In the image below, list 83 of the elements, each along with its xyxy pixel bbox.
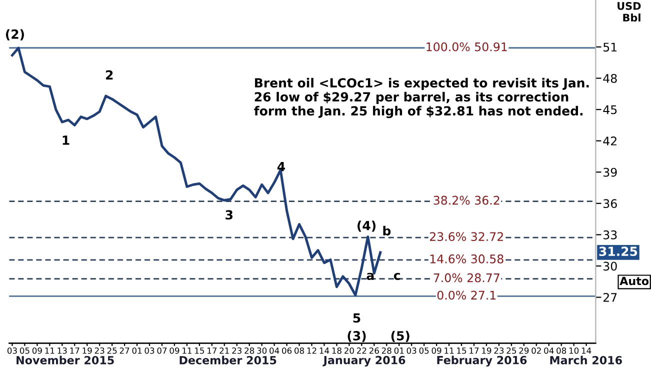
x-tick-label: 12 (307, 347, 316, 354)
annotation: (3) (348, 330, 366, 342)
text: 31.25 (599, 246, 638, 256)
annotation: 1 (62, 136, 70, 145)
x-tick-label: 09 (432, 347, 442, 354)
x-tick-label: 11 (45, 348, 54, 354)
ref-line-label: 7.0% 28.77 (434, 273, 500, 282)
x-tick-label: 26 (369, 347, 379, 354)
x-tick-label: 03 (406, 347, 416, 354)
y2-tick-label: 27 (603, 293, 617, 302)
y2-axis-title: USD Bbl (618, 2, 641, 22)
x-tick-label: 20 (344, 347, 354, 354)
x-tick-label: 14 (582, 348, 592, 354)
x-tick-label: 29 (519, 347, 529, 354)
x-tick-label: 11 (182, 348, 192, 354)
x-tick-label: 04 (544, 347, 554, 354)
x-tick-label: 25 (107, 347, 117, 354)
x-tick-label: 06 (282, 347, 292, 354)
x-tick-label: 01 (132, 347, 142, 354)
x-tick-label: 02 (532, 347, 541, 354)
y2-tick-label: 36 (604, 199, 617, 208)
x-tick-label: 18 (332, 347, 342, 354)
text: November 2015 (16, 356, 114, 364)
annotation: 2 (106, 70, 113, 80)
annotation: a (366, 272, 374, 280)
annotation: 3 (226, 210, 233, 220)
x-tick-label: 27 (120, 347, 130, 354)
annotation: c (394, 272, 400, 280)
ref-line-label: 0.0% 27.1 (437, 290, 496, 300)
x-tick-label: 28 (244, 347, 254, 354)
annotation: (4) (358, 220, 376, 232)
ref-line-label: 100.0% 50.91 (426, 42, 507, 52)
x-tick-label: 13 (58, 347, 67, 354)
annotation: (2) (6, 29, 24, 40)
y2-tick-label: 30 (604, 262, 617, 271)
x-tick-label: 10 (569, 347, 579, 354)
x-tick-label: 23 (232, 347, 242, 354)
annotation: Brent oil <LCOc1> is expected to revisit its Jan. 26 low of $29.27 per barrel, as its correction form the Jan. 25 high of $32.81 has not ended. (254, 78, 589, 118)
x-tick-label: 22 (356, 347, 366, 354)
x-tick-label: 11 (444, 348, 454, 354)
x-tick-label: 23 (494, 347, 504, 354)
x-tick-label: 08 (556, 347, 566, 354)
x-tick-label: 19 (82, 347, 92, 354)
ref-line-label: 14.6% 30.58 (430, 254, 504, 264)
text: January 2016 (322, 356, 406, 367)
x-tick-label: 14 (320, 348, 330, 354)
y2-tick-label: 45 (603, 105, 617, 114)
x-tick-label: 09 (32, 347, 42, 354)
x-tick-label: 05 (419, 347, 429, 354)
x-tick-label: 17 (70, 348, 80, 354)
text: Auto (620, 276, 649, 286)
x-tick-label: 15 (195, 348, 204, 354)
y2-tick-label: 48 (603, 74, 617, 83)
y2-tick-label: 42 (603, 136, 616, 146)
y2-tick-label: 39 (604, 168, 617, 177)
x-tick-label: 03 (144, 347, 154, 354)
x-tick-label: 19 (482, 347, 492, 354)
x-tick-label: 05 (20, 347, 30, 354)
annotation: 4 (277, 162, 286, 172)
x-tick-label: 30 (257, 347, 267, 354)
x-tick-label: 07 (157, 347, 167, 354)
x-tick-label: 17 (208, 348, 216, 354)
text: December 2015 (180, 356, 276, 364)
x-tick-label: 28 (382, 347, 392, 354)
annotation: b (383, 226, 391, 236)
ref-line-label: 23.6% 32.72 (430, 232, 503, 242)
y2-tick-label: 33 (604, 230, 617, 240)
text: February 2016 (437, 356, 527, 367)
x-tick-label: 03 (7, 347, 17, 354)
x-tick-label: 15 (457, 348, 466, 354)
x-tick-label: 17 (470, 348, 479, 354)
x-tick-label: 21 (220, 347, 229, 354)
x-tick-label: 25 (506, 347, 516, 354)
x-tick-label: 23 (94, 347, 104, 354)
x-tick-label: 09 (170, 347, 180, 354)
annotation: 5 (353, 313, 360, 323)
text: March 2016 (550, 356, 622, 364)
y2-tick-label: 51 (604, 42, 617, 52)
x-tick-label: 01 (394, 347, 404, 354)
x-tick-label: 08 (294, 347, 304, 354)
annotation: (5) (391, 330, 410, 342)
x-tick-label: 04 (270, 347, 280, 354)
ref-line-label: 38.2% 36.2 (434, 196, 500, 205)
